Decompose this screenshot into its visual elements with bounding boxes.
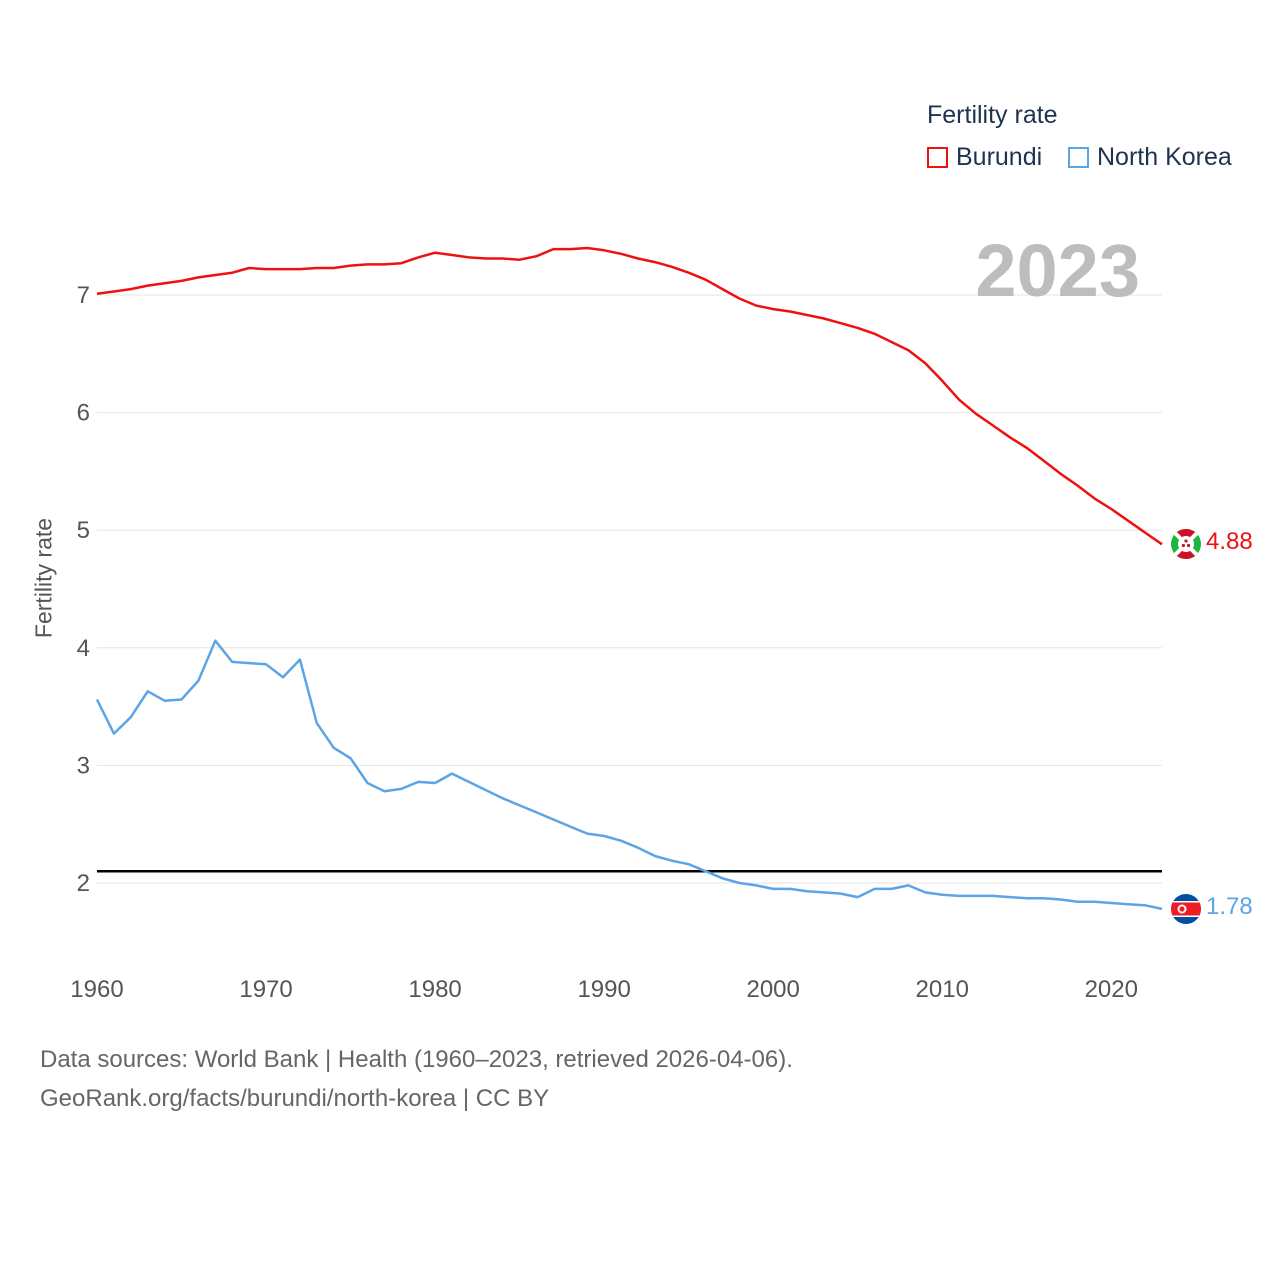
- year-label: 2023: [975, 229, 1140, 312]
- y-tick-label: 4: [77, 635, 90, 662]
- axis-ticks: 2 3 4 5 6 7 1960 1970 1980 1990 2000 2010 2020: [70, 282, 1138, 1003]
- north-korea-flag-icon: [1171, 894, 1201, 924]
- series-lines: [95, 246, 1163, 911]
- y-axis-label: Fertility rate: [30, 517, 57, 639]
- y-tick-label: 5: [77, 517, 90, 544]
- footer-credit[interactable]: GeoRank.org/facts/burundi/north-korea | …: [40, 1085, 550, 1112]
- y-tick-label: 7: [77, 282, 90, 309]
- gridlines: [97, 294, 1162, 884]
- y-tick-label: 2: [77, 870, 90, 897]
- series-line-north-korea[interactable]: [95, 639, 1163, 911]
- legend-label-north-korea: North Korea: [1097, 143, 1232, 171]
- x-tick-label: 1990: [577, 976, 630, 1003]
- y-tick-label: 3: [77, 752, 90, 779]
- end-label-north-korea: 1.78: [1206, 893, 1253, 920]
- legend-item-north-korea[interactable]: North Korea: [1068, 143, 1232, 172]
- legend-swatch-north-korea: [1068, 147, 1089, 168]
- x-tick-label: 2020: [1085, 976, 1138, 1003]
- legend-item-burundi[interactable]: Burundi: [927, 143, 1042, 172]
- end-label-burundi: 4.88: [1206, 528, 1253, 555]
- y-tick-label: 6: [77, 400, 90, 427]
- legend-title: Fertility rate: [927, 101, 1058, 129]
- x-tick-label: 1980: [408, 976, 461, 1003]
- series-line-burundi[interactable]: [96, 246, 1163, 546]
- legend-swatch-burundi: [927, 147, 948, 168]
- x-tick-label: 1960: [70, 976, 123, 1003]
- footer-sources: Data sources: World Bank | Health (1960–…: [40, 1046, 793, 1073]
- legend-label-burundi: Burundi: [956, 143, 1043, 171]
- x-tick-label: 2010: [916, 976, 969, 1003]
- x-tick-label: 2000: [746, 976, 799, 1003]
- burundi-flag-icon: [1171, 529, 1201, 559]
- x-tick-label: 1970: [239, 976, 292, 1003]
